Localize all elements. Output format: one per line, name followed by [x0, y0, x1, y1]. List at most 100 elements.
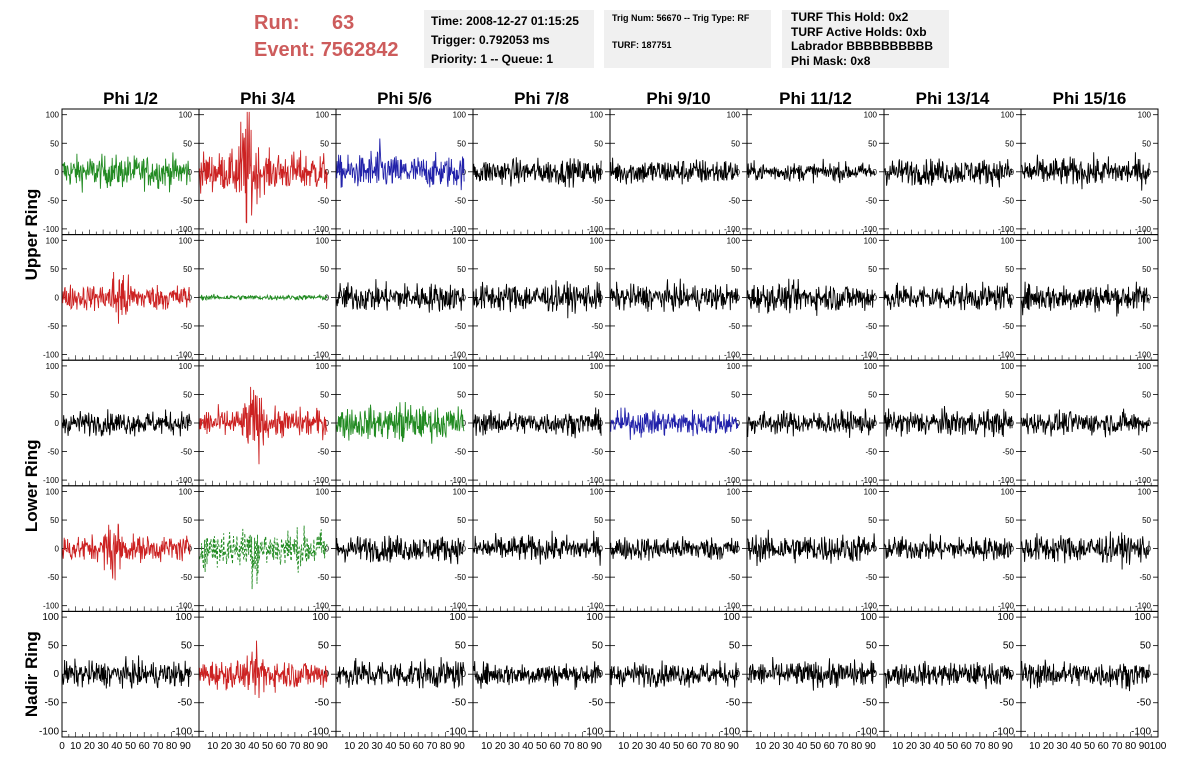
- waveform-trace: [747, 656, 876, 691]
- turf-line: TURF: 187751: [612, 40, 672, 50]
- event-value: 7562842: [320, 39, 399, 61]
- y-tick-label: -100: [724, 476, 741, 485]
- y-tick-label: -100: [587, 350, 604, 359]
- waveform-trace: [610, 660, 739, 688]
- x-tick-label: 50: [673, 741, 685, 752]
- y-tick-label: 100: [997, 612, 1014, 623]
- y-tick-label: -50: [180, 448, 192, 457]
- y-tick-label: -50: [454, 322, 466, 331]
- y-tick-label: -100: [857, 726, 877, 737]
- y-tick-label: 50: [1142, 390, 1151, 399]
- y-tick-label: 100: [860, 612, 877, 623]
- x-tick-label: 40: [1070, 741, 1082, 752]
- column-title: Phi 9/10: [646, 89, 710, 108]
- y-tick-label: 100: [179, 362, 193, 371]
- x-tick-label: 40: [659, 741, 671, 752]
- waveform-trace: [473, 530, 602, 566]
- y-tick-label: -50: [1000, 698, 1015, 709]
- x-tick-label: 30: [98, 741, 110, 752]
- x-tick-label: 60: [550, 741, 562, 752]
- x-tick-label: 70: [700, 741, 712, 752]
- x-tick-label: 20: [906, 741, 918, 752]
- y-tick-label: -50: [728, 573, 740, 582]
- y-tick-label: -50: [454, 196, 466, 205]
- ring-label: Lower Ring: [22, 440, 41, 533]
- y-tick-label: -100: [313, 602, 330, 611]
- y-tick-label: -100: [724, 225, 741, 234]
- trigger-line: Trigger: 0.792053 ms: [431, 33, 550, 47]
- y-tick-label: -50: [591, 448, 603, 457]
- y-tick-label: -100: [313, 476, 330, 485]
- x-tick-label: 30: [509, 741, 521, 752]
- waveform-trace: [884, 158, 1013, 188]
- y-tick-label: 100: [864, 236, 878, 245]
- y-tick-label: 0: [188, 293, 193, 302]
- waveform-trace: [610, 536, 739, 561]
- y-tick-label: 50: [594, 516, 603, 525]
- waveform-trace: [884, 405, 1013, 438]
- y-tick-label: -50: [317, 322, 329, 331]
- y-tick-label: 50: [868, 516, 877, 525]
- y-tick-label: -100: [1135, 476, 1152, 485]
- y-tick-label: 0: [53, 669, 59, 680]
- y-tick-label: -100: [724, 350, 741, 359]
- waveform-trace: [62, 409, 191, 437]
- x-tick-label: 40: [522, 741, 534, 752]
- y-tick-label: -50: [180, 322, 192, 331]
- waveform-trace: [62, 523, 191, 581]
- waveform-trace: [610, 407, 739, 440]
- y-tick-label: -100: [43, 476, 60, 485]
- waveform-trace: [336, 279, 465, 313]
- x-tick-label: 10: [618, 741, 630, 752]
- y-tick-label: 100: [46, 488, 60, 497]
- waveform-trace: [610, 278, 739, 312]
- y-tick-label: 50: [50, 390, 59, 399]
- waveform-trace: [199, 525, 328, 590]
- y-tick-label: 0: [873, 293, 878, 302]
- y-tick-label: -100: [43, 602, 60, 611]
- y-tick-label: 0: [736, 545, 741, 554]
- y-tick-label: 100: [453, 111, 467, 120]
- y-tick-label: -100: [313, 225, 330, 234]
- ring-label: Upper Ring: [22, 189, 41, 281]
- x-tick-label: 60: [139, 741, 151, 752]
- y-tick-label: 50: [183, 139, 192, 148]
- y-tick-label: -50: [726, 698, 741, 709]
- y-tick-label: -50: [317, 448, 329, 457]
- x-tick-label: 90: [1139, 741, 1151, 752]
- x-tick-label: 30: [783, 741, 795, 752]
- y-tick-label: 50: [181, 641, 193, 652]
- y-tick-label: -50: [1002, 196, 1014, 205]
- y-tick-label: 50: [183, 390, 192, 399]
- y-tick-label: -50: [865, 573, 877, 582]
- y-tick-label: -100: [587, 602, 604, 611]
- y-tick-label: -100: [587, 476, 604, 485]
- y-tick-label: 50: [50, 516, 59, 525]
- x-tick-label: 50: [810, 741, 822, 752]
- y-tick-label: 50: [1142, 139, 1151, 148]
- y-tick-label: -50: [317, 196, 329, 205]
- x-tick-label: 40: [933, 741, 945, 752]
- y-tick-label: 100: [449, 612, 466, 623]
- waveform-trace: [62, 271, 191, 324]
- y-tick-label: -100: [1135, 225, 1152, 234]
- x-tick-label: 60: [276, 741, 288, 752]
- y-tick-label: -50: [47, 448, 59, 457]
- y-tick-label: -100: [998, 225, 1015, 234]
- y-tick-label: -100: [309, 726, 329, 737]
- y-tick-label: -100: [176, 225, 193, 234]
- y-tick-label: 50: [320, 265, 329, 274]
- labrador-line: Labrador BBBBBBBBBB: [791, 39, 934, 53]
- waveform-trace: [336, 535, 465, 565]
- y-tick-label: 100: [46, 236, 60, 245]
- y-tick-label: -100: [998, 350, 1015, 359]
- y-tick-label: -50: [865, 322, 877, 331]
- y-tick-label: -50: [454, 573, 466, 582]
- x-tick-label: 10: [481, 741, 493, 752]
- y-tick-label: -50: [865, 196, 877, 205]
- y-tick-label: 0: [55, 545, 60, 554]
- x-tick-label: 90: [728, 741, 740, 752]
- waveform-trace: [1021, 531, 1150, 570]
- y-tick-label: 100: [727, 236, 741, 245]
- x-tick-label: 20: [632, 741, 644, 752]
